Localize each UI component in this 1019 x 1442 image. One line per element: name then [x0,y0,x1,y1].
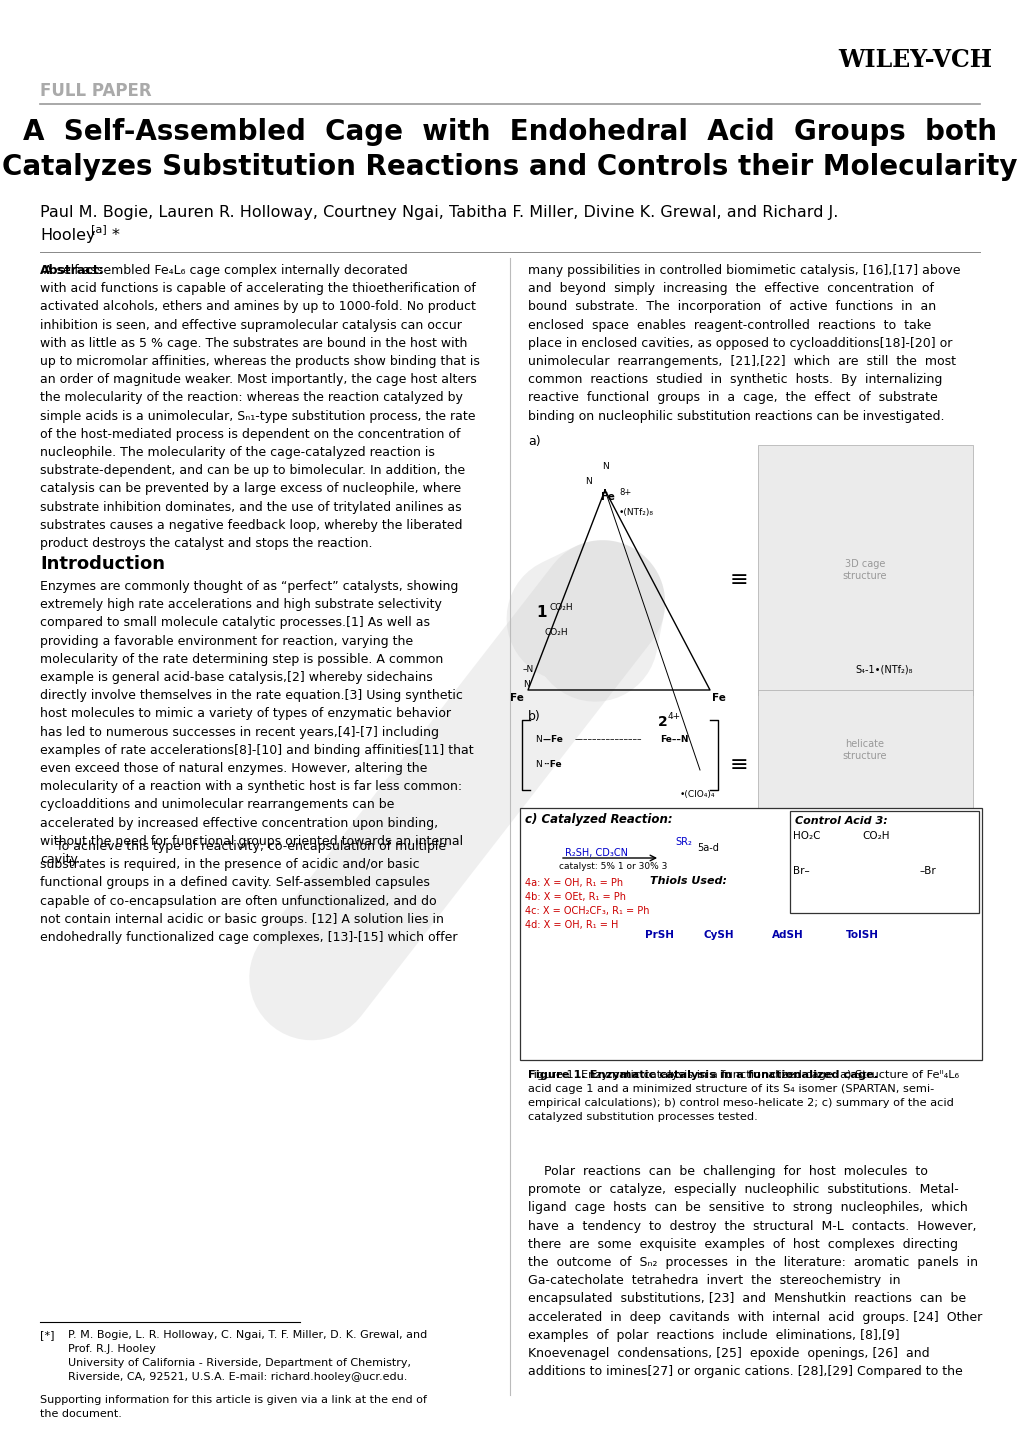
Text: ··Fe: ··Fe [542,760,561,769]
Text: 1: 1 [535,606,546,620]
Text: c) Catalyzed Reaction:: c) Catalyzed Reaction: [525,813,672,826]
Text: N: N [535,735,541,744]
Text: Fe: Fe [510,694,524,704]
Text: CO₂H: CO₂H [549,603,573,611]
Text: University of California - Riverside, Department of Chemistry,: University of California - Riverside, De… [68,1358,411,1368]
Text: ––Fe: ––Fe [542,735,564,744]
Text: N: N [535,760,541,769]
Text: Thiols Used:: Thiols Used: [649,875,727,885]
Text: many possibilities in controlled biomimetic catalysis, [16],[17] above
and  beyo: many possibilities in controlled biomime… [528,264,960,423]
Text: N: N [601,461,608,472]
Text: Fe: Fe [600,492,614,502]
Text: CO₂H: CO₂H [544,629,568,637]
Text: the document.: the document. [40,1409,121,1419]
Text: 4b: X = OEt, R₁ = Ph: 4b: X = OEt, R₁ = Ph [525,893,626,903]
Text: Riverside, CA, 92521, U.S.A. E-mail: richard.hooley@ucr.edu.: Riverside, CA, 92521, U.S.A. E-mail: ric… [68,1371,407,1381]
Text: Supporting information for this article is given via a link at the end of: Supporting information for this article … [40,1394,427,1405]
Text: CySH: CySH [703,930,734,940]
Text: SR₂: SR₂ [675,836,691,846]
Text: WILEY-VCH: WILEY-VCH [838,48,991,72]
Text: Paul M. Bogie, Lauren R. Holloway, Courtney Ngai, Tabitha F. Miller, Divine K. G: Paul M. Bogie, Lauren R. Holloway, Court… [40,205,838,221]
Text: 8+: 8+ [619,487,631,497]
Text: A  Self-Assembled  Cage  with  Endohedral  Acid  Groups  both: A Self-Assembled Cage with Endohedral Ac… [23,118,996,146]
Bar [757,446,972,695]
Text: Fe––N: Fe––N [659,735,688,744]
Text: Fe: Fe [711,694,726,704]
Text: 4a: X = OH, R₁ = Ph: 4a: X = OH, R₁ = Ph [525,878,623,888]
Text: *: * [112,228,120,244]
Text: FULL PAPER: FULL PAPER [40,82,152,99]
Text: Br–: Br– [792,867,809,875]
Text: R₂SH, CD₃CN: R₂SH, CD₃CN [565,848,628,858]
Text: –––––––––––––––: ––––––––––––––– [575,735,642,744]
Text: –Br: –Br [919,867,935,875]
Bar [757,691,972,810]
Text: •(NTf₂)₈: •(NTf₂)₈ [619,508,653,518]
Text: To achieve this type of reactivity, co-encapsulation of multiple
substrates is r: To achieve this type of reactivity, co-e… [40,841,458,945]
Text: Hooley: Hooley [40,228,96,244]
Text: catalyst: 5% 1 or 30% 3: catalyst: 5% 1 or 30% 3 [558,862,666,871]
Text: [*]: [*] [40,1330,54,1340]
Text: –N: –N [523,665,534,673]
Text: 2: 2 [657,715,667,730]
Text: Introduction: Introduction [40,555,165,572]
Text: PrSH: PrSH [644,930,674,940]
Text: 3D cage
structure: 3D cage structure [842,559,887,581]
FancyBboxPatch shape [790,810,978,913]
Text: Catalyzes Substitution Reactions and Controls their Molecularity: Catalyzes Substitution Reactions and Con… [2,153,1017,182]
Text: 5a-d: 5a-d [696,844,718,854]
FancyBboxPatch shape [520,808,981,1060]
Text: Abstract:: Abstract: [40,264,105,277]
Text: helicate
structure: helicate structure [842,740,887,761]
Text: •(ClO₄)₄: •(ClO₄)₄ [680,790,714,799]
Text: P. M. Bogie, L. R. Holloway, C. Ngai, T. F. Miller, D. K. Grewal, and: P. M. Bogie, L. R. Holloway, C. Ngai, T.… [68,1330,427,1340]
Text: b): b) [528,709,540,722]
Text: A self-assembled Fe₄L₆ cage complex internally decorated
with acid functions is : A self-assembled Fe₄L₆ cage complex inte… [40,264,479,549]
Text: [a]: [a] [91,224,107,234]
Text: a): a) [528,435,540,448]
Text: N: N [523,681,529,689]
Text: Enzymes are commonly thought of as “perfect” catalysts, showing
extremely high r: Enzymes are commonly thought of as “perf… [40,580,473,867]
Text: N: N [585,477,591,486]
Text: Polar  reactions  can  be  challenging  for  host  molecules  to
promote  or  ca: Polar reactions can be challenging for h… [528,1165,981,1379]
Text: HO₂C: HO₂C [792,831,819,841]
Text: 4+: 4+ [667,712,681,721]
Text: 4d: X = OH, R₁ = H: 4d: X = OH, R₁ = H [525,920,618,930]
Text: AdSH: AdSH [771,930,803,940]
FancyArrowPatch shape [312,603,602,978]
Text: Prof. R.J. Hooley: Prof. R.J. Hooley [68,1344,156,1354]
Text: ≡: ≡ [730,570,748,590]
Text: S₄-1•(NTf₂)₈: S₄-1•(NTf₂)₈ [854,665,912,675]
Text: ≡: ≡ [730,756,748,774]
Text: 4c: X = OCH₂CF₃, R₁ = Ph: 4c: X = OCH₂CF₃, R₁ = Ph [525,906,649,916]
Text: Figure 1. Enzymatic catalysis in a functionalized cage.: Figure 1. Enzymatic catalysis in a funct… [528,1070,877,1080]
Text: Figure 1. Enzymatic catalysis in a functionalized cage. a) Structure of Feᴵᴵ₄L₆
: Figure 1. Enzymatic catalysis in a funct… [528,1070,958,1122]
Text: Control Acid 3:: Control Acid 3: [794,816,887,826]
Text: TolSH: TolSH [845,930,878,940]
Text: CO₂H: CO₂H [861,831,889,841]
